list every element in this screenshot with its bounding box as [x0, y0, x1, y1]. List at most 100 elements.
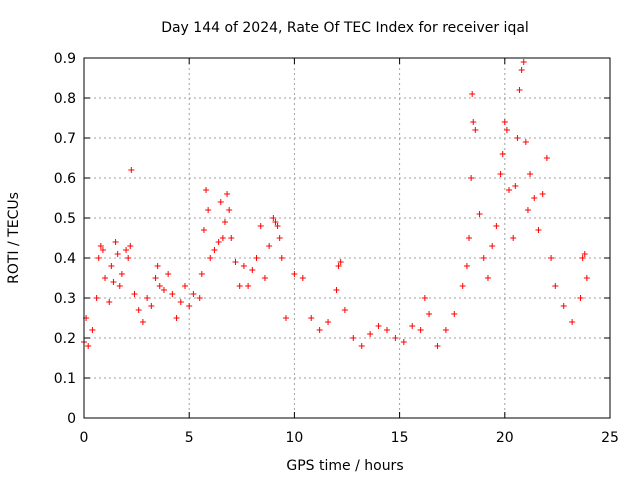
y-tick-label: 0.8 — [54, 91, 76, 107]
data-point — [506, 187, 513, 193]
data-point — [226, 207, 233, 213]
data-point — [489, 243, 496, 249]
data-point — [350, 335, 357, 341]
data-point — [106, 299, 113, 305]
data-point — [272, 219, 279, 225]
data-point — [173, 315, 180, 321]
data-point — [110, 279, 117, 285]
y-tick-label: 0.1 — [54, 371, 76, 387]
data-point — [466, 235, 473, 241]
data-point — [276, 235, 283, 241]
data-point — [274, 223, 281, 229]
data-point — [228, 235, 235, 241]
data-point — [245, 283, 252, 289]
data-point — [497, 171, 504, 177]
data-point — [434, 343, 441, 349]
data-point — [112, 239, 119, 245]
data-point — [221, 219, 228, 225]
data-point — [512, 183, 519, 189]
data-point — [123, 247, 130, 253]
data-point — [451, 311, 458, 317]
data-point — [514, 135, 521, 141]
data-point — [459, 283, 466, 289]
x-tick-label: 5 — [185, 430, 194, 446]
data-point — [480, 255, 487, 261]
data-point — [148, 303, 155, 309]
data-point — [392, 335, 399, 341]
data-point — [499, 151, 506, 157]
plot-frame — [83, 57, 611, 419]
data-point — [470, 119, 477, 125]
data-point — [579, 255, 586, 261]
data-point — [421, 295, 428, 301]
y-tick-label: 0.4 — [54, 251, 76, 267]
chart-title: Day 144 of 2024, Rate Of TEC Index for r… — [161, 20, 529, 36]
data-point — [358, 343, 365, 349]
data-point — [118, 271, 125, 277]
data-point — [516, 87, 523, 93]
data-point — [93, 295, 100, 301]
data-point — [400, 339, 407, 345]
data-point — [535, 227, 542, 233]
data-point — [469, 91, 476, 97]
data-point — [569, 319, 576, 325]
data-point — [198, 271, 205, 277]
data-point — [560, 303, 567, 309]
data-point — [144, 295, 151, 301]
data-point — [257, 223, 264, 229]
data-points — [81, 59, 590, 349]
x-tick-label: 15 — [391, 430, 409, 446]
x-tick-label: 0 — [80, 430, 89, 446]
data-point — [116, 283, 123, 289]
data-point — [97, 243, 104, 249]
data-point — [552, 283, 559, 289]
data-point — [224, 191, 231, 197]
data-point — [232, 259, 239, 265]
data-point — [114, 251, 121, 257]
data-point — [165, 271, 172, 277]
data-point — [125, 255, 132, 261]
data-point — [442, 327, 449, 333]
data-point — [531, 195, 538, 201]
data-point — [99, 247, 106, 253]
data-point — [510, 235, 517, 241]
x-tick-label: 25 — [601, 430, 619, 446]
data-point — [215, 239, 222, 245]
y-tick-label: 0.5 — [54, 211, 76, 227]
data-point — [181, 283, 188, 289]
data-point — [325, 319, 332, 325]
data-point — [468, 175, 475, 181]
data-point — [217, 199, 224, 205]
data-point — [177, 299, 184, 305]
data-point — [200, 227, 207, 233]
y-tick-label: 0 — [67, 411, 76, 427]
data-point — [548, 255, 555, 261]
data-point — [463, 263, 470, 269]
data-point — [127, 243, 134, 249]
data-point — [190, 291, 197, 297]
x-tick-label: 20 — [496, 430, 514, 446]
data-point — [270, 215, 277, 221]
data-point — [543, 155, 550, 161]
data-point — [278, 255, 285, 261]
data-point — [527, 171, 534, 177]
data-point — [484, 275, 491, 281]
y-tick-label: 0.3 — [54, 291, 76, 307]
data-point — [476, 211, 483, 217]
data-point — [539, 191, 546, 197]
data-point — [375, 323, 382, 329]
data-point — [341, 307, 348, 313]
y-tick-label: 0.2 — [54, 331, 76, 347]
data-point — [493, 223, 500, 229]
data-point — [240, 263, 247, 269]
y-tick-label: 0.9 — [54, 51, 76, 67]
data-point — [518, 67, 525, 73]
data-point — [316, 327, 323, 333]
data-point — [409, 323, 416, 329]
data-point — [299, 275, 306, 281]
data-point — [249, 267, 256, 273]
data-point — [335, 263, 342, 269]
y-tick-label: 0.6 — [54, 171, 76, 187]
data-point — [282, 315, 289, 321]
